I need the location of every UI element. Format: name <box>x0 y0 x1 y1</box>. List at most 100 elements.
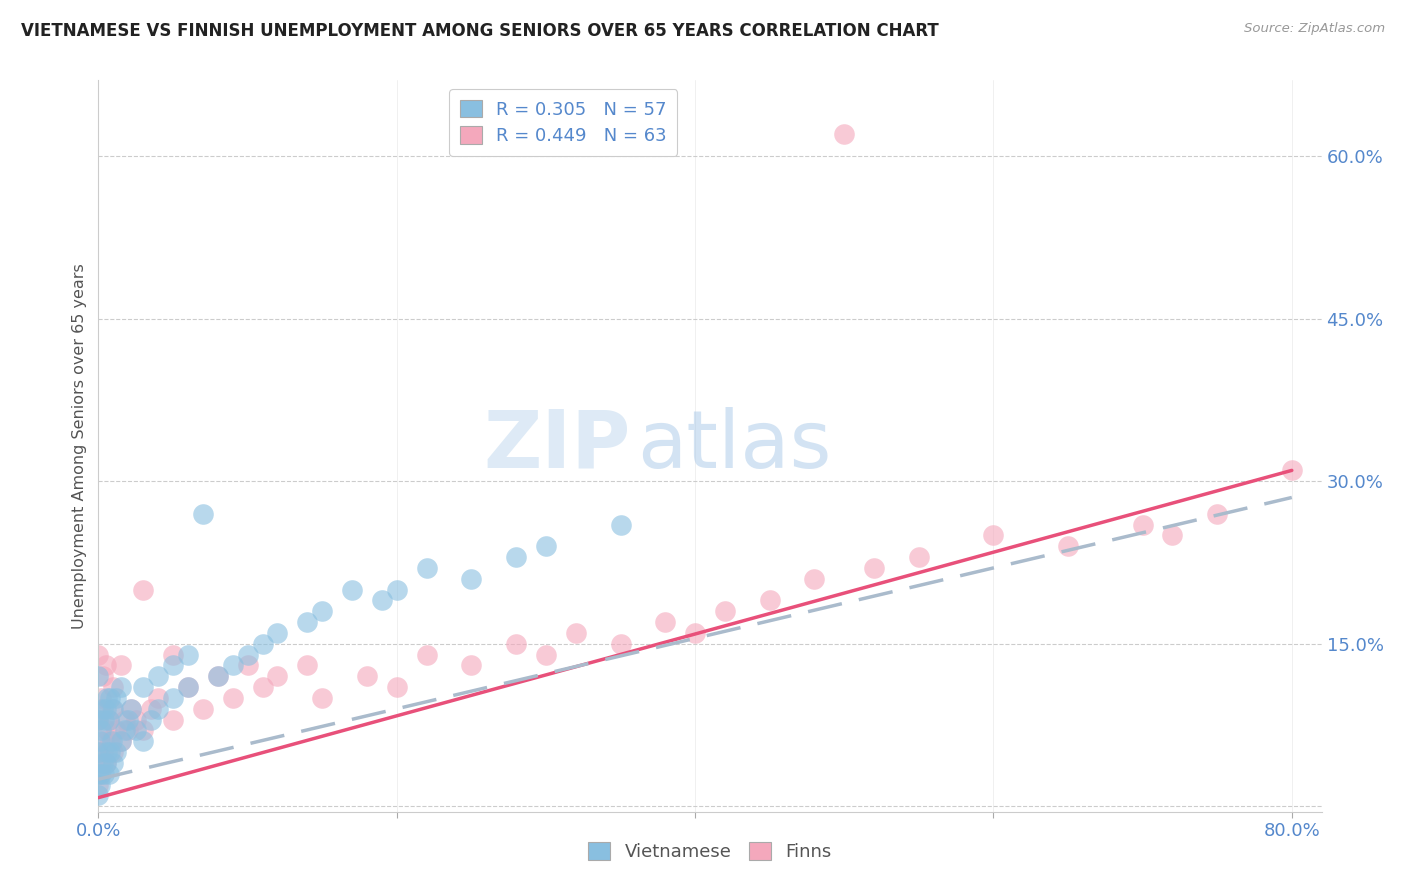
Point <box>162 690 184 705</box>
Point <box>97 766 120 780</box>
Point <box>221 658 243 673</box>
Point <box>90 723 112 738</box>
Point <box>191 507 214 521</box>
Point <box>87 713 110 727</box>
Point <box>91 756 114 770</box>
Point <box>94 658 117 673</box>
Point <box>103 680 125 694</box>
Point <box>114 723 136 738</box>
Y-axis label: Unemployment Among Seniors over 65 years: Unemployment Among Seniors over 65 years <box>72 263 87 629</box>
Point <box>98 745 121 759</box>
Point <box>103 702 125 716</box>
Point <box>162 658 184 673</box>
Point <box>97 713 120 727</box>
Point <box>207 669 229 683</box>
Point <box>236 658 259 673</box>
Point <box>146 702 169 716</box>
Point <box>252 637 274 651</box>
Point <box>101 734 124 748</box>
Point <box>460 658 482 673</box>
Point <box>371 593 394 607</box>
Point <box>93 766 115 780</box>
Point <box>98 690 121 705</box>
Point <box>221 690 243 705</box>
Point <box>191 702 214 716</box>
Point <box>132 582 155 597</box>
Point <box>120 702 142 716</box>
Point <box>98 734 121 748</box>
Point <box>162 713 184 727</box>
Point <box>908 550 931 565</box>
Point <box>87 766 110 780</box>
Point <box>266 626 288 640</box>
Point <box>236 648 259 662</box>
Point <box>177 680 200 694</box>
Point <box>714 604 737 618</box>
Point <box>1161 528 1184 542</box>
Point <box>609 637 631 651</box>
Point <box>110 680 132 694</box>
Point <box>105 745 128 759</box>
Point <box>103 756 125 770</box>
Point <box>87 778 110 792</box>
Legend: Vietnamese, Finns: Vietnamese, Finns <box>581 835 839 869</box>
Point <box>460 572 482 586</box>
Point <box>87 789 110 803</box>
Point <box>385 582 408 597</box>
Point <box>89 702 111 716</box>
Text: atlas: atlas <box>637 407 831 485</box>
Point <box>110 734 132 748</box>
Point <box>125 713 148 727</box>
Point <box>132 723 155 738</box>
Text: Source: ZipAtlas.com: Source: ZipAtlas.com <box>1244 22 1385 36</box>
Point <box>117 713 139 727</box>
Point <box>609 517 631 532</box>
Point <box>832 128 855 142</box>
Point <box>758 593 780 607</box>
Point <box>1132 517 1154 532</box>
Point <box>1281 463 1303 477</box>
Point <box>132 734 155 748</box>
Point <box>87 669 110 683</box>
Point <box>340 582 363 597</box>
Point <box>87 745 110 759</box>
Point <box>415 648 437 662</box>
Point <box>385 680 408 694</box>
Point <box>125 723 148 738</box>
Point <box>90 756 112 770</box>
Point <box>565 626 588 640</box>
Point <box>110 734 132 748</box>
Point <box>683 626 706 640</box>
Point <box>91 745 114 759</box>
Point <box>96 745 118 759</box>
Point <box>177 680 200 694</box>
Point <box>87 745 110 759</box>
Point <box>89 734 111 748</box>
Point <box>103 745 125 759</box>
Point <box>90 766 112 780</box>
Point <box>101 702 124 716</box>
Point <box>803 572 825 586</box>
Point <box>297 658 319 673</box>
Point <box>117 723 139 738</box>
Point <box>89 766 111 780</box>
Point <box>146 669 169 683</box>
Point <box>94 756 117 770</box>
Point <box>505 550 527 565</box>
Point <box>91 702 114 716</box>
Point <box>297 615 319 629</box>
Point <box>93 713 115 727</box>
Point <box>87 713 110 727</box>
Point <box>534 648 557 662</box>
Point <box>534 539 557 553</box>
Point <box>110 658 132 673</box>
Point <box>90 690 112 705</box>
Text: VIETNAMESE VS FINNISH UNEMPLOYMENT AMONG SENIORS OVER 65 YEARS CORRELATION CHART: VIETNAMESE VS FINNISH UNEMPLOYMENT AMONG… <box>21 22 939 40</box>
Point <box>311 690 333 705</box>
Point <box>356 669 378 683</box>
Point <box>266 669 288 683</box>
Point <box>94 756 117 770</box>
Point <box>1057 539 1080 553</box>
Point <box>89 778 111 792</box>
Point <box>139 713 162 727</box>
